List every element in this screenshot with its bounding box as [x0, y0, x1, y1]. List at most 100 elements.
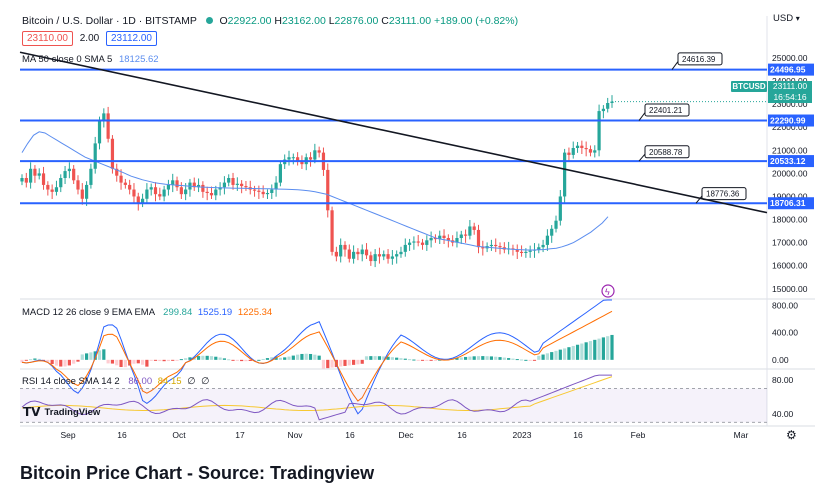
x-tick-label: 2023: [513, 430, 532, 440]
macd-histogram-bar: [76, 359, 80, 362]
ma-value: 18125.62: [118, 54, 159, 65]
macd-histogram-bar: [567, 347, 571, 360]
macd-histogram-bar: [153, 359, 158, 361]
candle-body: [296, 157, 300, 162]
candle-body: [347, 249, 351, 259]
header-row: Bitcoin / U.S. Dollar · 1D · BITSTAMP O2…: [22, 15, 518, 27]
candle-body: [429, 238, 433, 241]
ticker-symbol: BTCUSD: [732, 82, 766, 91]
candle-body: [601, 108, 605, 112]
macd-legend[interactable]: MACD 12 26 close 9 EMA EMA 299.84 1525.1…: [22, 307, 272, 318]
macd-histogram-bar: [145, 359, 149, 367]
candle-body: [382, 254, 386, 257]
price-tick-label: 23000.00: [772, 99, 808, 109]
macd-histogram-bar: [102, 349, 106, 360]
macd-histogram-bar: [537, 355, 541, 360]
candle-body: [67, 168, 71, 172]
callout-box: [644, 103, 690, 117]
candle-body: [330, 210, 334, 252]
level-price-badge: [768, 114, 814, 127]
macd-histogram-bar: [54, 359, 59, 366]
macd-histogram-bar: [257, 359, 261, 361]
macd-histogram-value: 299.84: [163, 307, 193, 318]
x-tick-label: 16: [573, 430, 583, 440]
gear-icon: ⚙: [786, 428, 797, 442]
candle-body: [123, 182, 127, 185]
macd-histogram-bar: [244, 359, 248, 362]
candle-body: [610, 101, 614, 103]
candle-body: [158, 194, 162, 197]
macd-histogram-bar: [321, 359, 326, 369]
macd-histogram-bar: [97, 350, 102, 360]
candle-body: [545, 235, 550, 245]
macd-histogram-bar: [584, 342, 588, 360]
price-tick-label: 25000.00: [772, 53, 808, 63]
candle-body: [584, 148, 588, 150]
ohlc-high: 23162.00: [281, 15, 326, 27]
macd-histogram-bar: [171, 359, 175, 361]
macd-histogram-bar: [339, 359, 343, 367]
macd-histogram-bar: [50, 359, 54, 364]
ohlc-open: 22922.00: [227, 15, 272, 27]
macd-histogram-bar: [188, 357, 192, 360]
macd-histogram-bar: [89, 352, 93, 360]
buy-button[interactable]: 23112.00: [106, 31, 157, 46]
rsi-legend[interactable]: RSI 14 close SMA 14 2 86.00 84.15 ∅ ∅: [22, 376, 209, 387]
sell-buy-widget: 23110.00 2.00 23112.00: [22, 31, 157, 46]
macd-histogram-bar: [106, 359, 110, 364]
macd-histogram-bar: [601, 337, 605, 360]
x-tick-label: Nov: [287, 430, 303, 440]
candle-body: [433, 238, 438, 240]
macd-histogram-bar: [468, 356, 472, 360]
macd-histogram-bar: [313, 354, 317, 360]
macd-histogram-bar: [425, 359, 429, 361]
macd-histogram-bar: [524, 359, 528, 361]
candle-body: [308, 157, 313, 160]
candle-body: [339, 244, 343, 257]
macd-histogram-bar: [231, 359, 235, 361]
candle-body: [317, 150, 321, 153]
symbol-title[interactable]: Bitcoin / U.S. Dollar · 1D · BITSTAMP: [22, 15, 197, 27]
macd-histogram-bar: [296, 354, 300, 360]
price-tick-label: 17000.00: [772, 238, 808, 248]
price-tick-label: 18000.00: [772, 215, 808, 225]
macd-label: MACD 12 26 close 9 EMA EMA: [22, 307, 155, 318]
candle-body: [41, 173, 46, 185]
currency-selector[interactable]: USD ▾: [773, 13, 800, 24]
candle-body: [184, 189, 188, 195]
currency-label: USD: [773, 13, 794, 24]
candle-body: [407, 242, 412, 245]
candle-body: [59, 178, 63, 188]
macd-histogram-bar: [110, 359, 115, 364]
candle-body: [50, 189, 54, 192]
macd-histogram-bar: [519, 359, 524, 361]
macd-histogram-bar: [532, 359, 537, 361]
candle-body: [149, 187, 153, 190]
macd-tick-label: 800.00: [772, 300, 798, 310]
candle-body: [541, 244, 545, 248]
candle-body: [33, 168, 37, 176]
macd-histogram-bar: [158, 359, 162, 362]
candle-body: [326, 169, 330, 211]
callout-label: 22401.21: [649, 106, 683, 115]
rsi-ma-line: [21, 376, 613, 411]
sell-button[interactable]: 23110.00: [22, 31, 73, 46]
callout-box: [644, 145, 690, 159]
tradingview-logo[interactable]: 𝗧𝗩 TradingView: [23, 405, 100, 419]
price-tick-label: 16000.00: [772, 261, 808, 271]
rsi-label: RSI 14 close SMA 14 2: [22, 376, 120, 387]
candle-body: [390, 256, 394, 259]
macd-histogram-bar: [563, 348, 567, 360]
ma-label: MA 50 close 0 SMA 5: [22, 54, 113, 65]
macd-histogram-bar: [270, 357, 274, 360]
ma-legend[interactable]: MA 50 close 0 SMA 5 18125.62: [22, 54, 159, 65]
macd-histogram-bar: [416, 359, 420, 361]
macd-histogram-bar: [610, 334, 614, 360]
ohlc-low-label: L: [328, 15, 335, 27]
candle-body: [132, 189, 136, 197]
candle-body: [270, 189, 274, 193]
candle-body: [110, 138, 115, 169]
candle-body: [192, 182, 196, 188]
macd-histogram-bar: [593, 339, 597, 360]
